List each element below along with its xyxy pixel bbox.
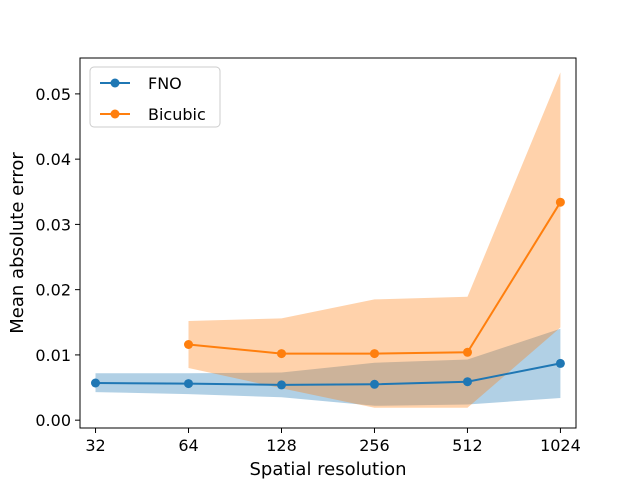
data-point-fno xyxy=(370,379,379,389)
y-tick-label: 0.00 xyxy=(35,411,71,430)
data-point-fno xyxy=(184,379,193,389)
plot-frame xyxy=(79,57,577,429)
y-tick-label: 0.02 xyxy=(35,281,71,300)
band-fno xyxy=(95,328,561,406)
x-tick-label: 256 xyxy=(359,436,390,455)
y-tick-label: 0.05 xyxy=(35,85,71,104)
data-point-bicubic xyxy=(463,347,472,357)
y-axis-ticks: 0.00 0.01 0.02 0.03 0.04 0.05 xyxy=(35,85,80,430)
data-point-fno xyxy=(555,358,565,368)
y-tick-label: 0.03 xyxy=(35,215,71,234)
legend-marker-fno xyxy=(110,78,120,88)
x-axis-label: Spatial resolution xyxy=(249,459,406,480)
series-lines xyxy=(91,197,565,390)
x-tick-label: 512 xyxy=(452,436,483,455)
axes xyxy=(79,57,577,429)
y-axis-label: Mean absolute error xyxy=(7,152,28,334)
x-tick-label: 32 xyxy=(85,436,105,455)
data-point-fno xyxy=(277,380,286,390)
series-line-fno xyxy=(95,362,561,386)
band-bicubic xyxy=(188,72,561,408)
data-point-fno xyxy=(91,378,100,388)
y-tick-label: 0.01 xyxy=(35,346,71,365)
x-tick-label: 128 xyxy=(266,436,297,455)
legend-marker-bicubic xyxy=(110,109,120,119)
data-point-bicubic xyxy=(277,349,286,359)
data-point-fno xyxy=(463,377,472,387)
legend-label-bicubic: Bicubic xyxy=(148,105,206,124)
x-axis-ticks: 32 64 128 256 512 1024 xyxy=(85,428,581,455)
y-tick-label: 0.04 xyxy=(35,150,71,169)
legend-label-fno: FNO xyxy=(148,74,182,93)
data-point-bicubic xyxy=(555,197,565,207)
data-point-bicubic xyxy=(370,349,379,359)
data-point-bicubic xyxy=(184,340,193,349)
x-tick-label: 1024 xyxy=(540,436,581,455)
legend: FNO Bicubic xyxy=(89,66,221,128)
x-tick-label: 64 xyxy=(178,436,198,455)
error-bands xyxy=(95,72,561,408)
